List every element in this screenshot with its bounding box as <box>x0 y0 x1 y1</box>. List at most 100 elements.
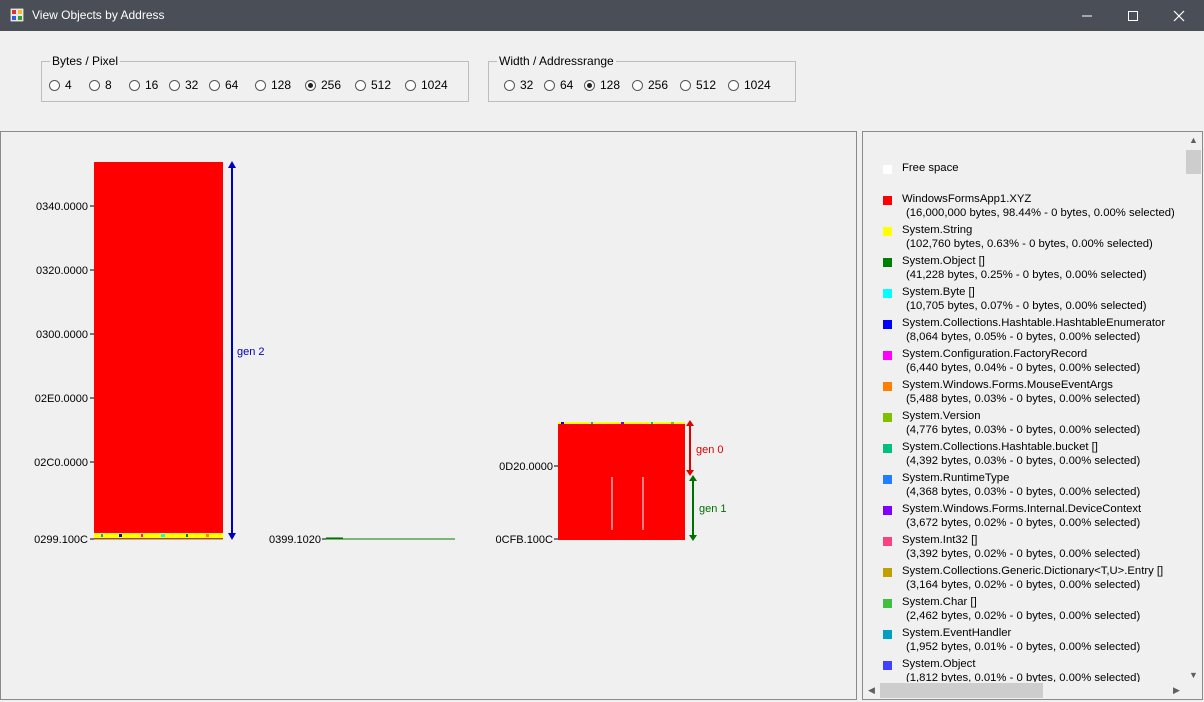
width-addressrange-option-64[interactable]: 64 <box>544 78 573 92</box>
legend-item: Free space <box>863 161 1185 192</box>
generation-label: gen 1 <box>699 503 727 515</box>
legend-type-stats: (16,000,000 bytes, 98.44% - 0 bytes, 0.0… <box>906 207 1175 219</box>
bytes-per-pixel-option-1024[interactable]: 1024 <box>405 78 448 92</box>
bytes-per-pixel-option-64[interactable]: 64 <box>209 78 238 92</box>
legend-type-stats: (3,672 bytes, 0.02% - 0 bytes, 0.00% sel… <box>906 517 1141 529</box>
radio-label: 8 <box>105 78 112 92</box>
object-block <box>161 534 165 537</box>
object-block <box>101 534 103 537</box>
bytes-per-pixel-option-512[interactable]: 512 <box>355 78 391 92</box>
legend-swatch <box>883 196 892 205</box>
radio-icon[interactable] <box>728 80 739 91</box>
horizontal-scrollbar[interactable]: ◀ ▶ <box>863 682 1185 699</box>
legend-type-name: System.String <box>902 224 973 236</box>
maximize-icon <box>1128 11 1138 22</box>
vertical-scroll-thumb[interactable] <box>1186 150 1201 174</box>
close-button[interactable] <box>1156 0 1202 31</box>
legend-type-name: System.Byte [] <box>902 286 975 298</box>
object-block <box>206 534 209 537</box>
scroll-right-icon[interactable]: ▶ <box>1173 685 1180 695</box>
legend-type-stats: (3,392 bytes, 0.02% - 0 bytes, 0.00% sel… <box>906 548 1141 560</box>
radio-label: 32 <box>185 78 199 92</box>
legend-type-name: System.Object [] <box>902 255 985 267</box>
radio-icon[interactable] <box>405 80 416 91</box>
bytes-per-pixel-option-128[interactable]: 128 <box>255 78 291 92</box>
width-addressrange-option-1024[interactable]: 1024 <box>728 78 771 92</box>
heap-segment-1: 0340.0000 0320.0000 0300.0000 02E0.0000 02C0… <box>34 161 265 546</box>
radio-icon[interactable] <box>255 80 266 91</box>
radio-icon[interactable] <box>209 80 220 91</box>
bytes-per-pixel-option-4[interactable]: 4 <box>49 78 72 92</box>
legend-type-stats: (10,705 bytes, 0.07% - 0 bytes, 0.00% se… <box>906 300 1147 312</box>
legend-swatch <box>883 227 892 236</box>
memory-map-panel[interactable]: 0340.0000 0320.0000 0300.0000 02E0.0000 02C0… <box>0 131 857 700</box>
radio-icon[interactable] <box>305 80 316 91</box>
arrow-down-icon <box>686 470 694 476</box>
bytes-per-pixel-option-16[interactable]: 16 <box>129 78 158 92</box>
object-block <box>621 422 624 424</box>
bytes-per-pixel-group: Bytes / Pixel 4 8 16 32 64 128 256 512 1024 <box>41 54 469 102</box>
legend-type-name: System.Char [] <box>902 596 977 608</box>
radio-icon[interactable] <box>169 80 180 91</box>
legend-type-stats: (1,952 bytes, 0.01% - 0 bytes, 0.00% sel… <box>906 641 1141 653</box>
maximize-button[interactable] <box>1110 0 1156 31</box>
radio-icon[interactable] <box>355 80 366 91</box>
bytes-per-pixel-option-256[interactable]: 256 <box>305 78 341 92</box>
object-block <box>186 534 188 537</box>
legend-item: System.Version (4,776 bytes, 0.03% - 0 by… <box>863 409 1185 440</box>
legend-item: System.String (102,760 bytes, 0.63% - 0 b… <box>863 223 1185 254</box>
radio-label: 256 <box>321 78 342 92</box>
legend-type-name: System.Collections.Hashtable.bucket [] <box>902 441 1098 453</box>
width-addressrange-label: Width / Addressrange <box>497 54 616 68</box>
radio-icon[interactable] <box>584 80 595 91</box>
minimize-button[interactable] <box>1064 0 1110 31</box>
radio-label: 128 <box>271 78 292 92</box>
address-label: 0340.0000 <box>36 201 88 213</box>
radio-icon[interactable] <box>680 80 691 91</box>
scroll-down-icon[interactable]: ▼ <box>1189 670 1198 680</box>
bytes-per-pixel-option-8[interactable]: 8 <box>89 78 112 92</box>
scroll-up-icon[interactable]: ▲ <box>1189 135 1198 145</box>
legend-list: Free space WindowsFormsApp1.XYZ (16,000,00… <box>863 161 1185 699</box>
bytes-per-pixel-label: Bytes / Pixel <box>50 54 121 68</box>
width-addressrange-option-512[interactable]: 512 <box>680 78 716 92</box>
scroll-left-icon[interactable]: ◀ <box>868 685 875 695</box>
legend-swatch <box>883 599 892 608</box>
address-label: 0D20.0000 <box>499 461 553 473</box>
object-block <box>591 422 593 424</box>
app-grid-icon <box>10 8 24 22</box>
address-label: 02C0.0000 <box>34 457 88 469</box>
radio-icon[interactable] <box>544 80 555 91</box>
address-label: 0299.100C <box>34 534 88 546</box>
legend-type-stats: (4,776 bytes, 0.03% - 0 bytes, 0.00% sel… <box>906 424 1141 436</box>
generation-label: gen 2 <box>237 346 265 358</box>
radio-icon[interactable] <box>89 80 100 91</box>
legend-type-name: Free space <box>902 162 959 174</box>
legend-type-name: System.Configuration.FactoryRecord <box>902 348 1088 360</box>
bytes-per-pixel-option-32[interactable]: 32 <box>169 78 198 92</box>
legend-swatch <box>883 630 892 639</box>
legend-item: System.Windows.Forms.Internal.DeviceCont… <box>863 502 1185 533</box>
radio-icon[interactable] <box>129 80 140 91</box>
legend-type-name: System.Windows.Forms.Internal.DeviceCont… <box>902 503 1142 515</box>
vertical-scrollbar[interactable]: ▲ ▼ <box>1185 132 1202 684</box>
memory-map[interactable]: 0340.0000 0320.0000 0300.0000 02E0.0000 02C0… <box>1 132 856 699</box>
width-addressrange-option-32[interactable]: 32 <box>504 78 533 92</box>
radio-icon[interactable] <box>632 80 643 91</box>
legend-item: System.Collections.Hashtable.HashtableEn… <box>863 316 1185 347</box>
legend-swatch <box>883 289 892 298</box>
horizontal-scroll-thumb[interactable] <box>880 683 1043 698</box>
radio-icon[interactable] <box>504 80 515 91</box>
string-objects-strip <box>94 533 223 538</box>
arrow-down-icon <box>689 535 697 541</box>
legend-item: System.Collections.Hashtable.bucket [] (4… <box>863 440 1185 471</box>
legend-swatch <box>883 351 892 360</box>
legend-type-stats: (3,164 bytes, 0.02% - 0 bytes, 0.00% sel… <box>906 579 1141 591</box>
legend-type-name: System.Object <box>902 658 976 670</box>
legend-swatch <box>883 444 892 453</box>
radio-label: 1024 <box>421 78 448 92</box>
radio-icon[interactable] <box>49 80 60 91</box>
width-addressrange-option-128[interactable]: 128 <box>584 78 620 92</box>
width-addressrange-option-256[interactable]: 256 <box>632 78 668 92</box>
legend-swatch <box>883 320 892 329</box>
